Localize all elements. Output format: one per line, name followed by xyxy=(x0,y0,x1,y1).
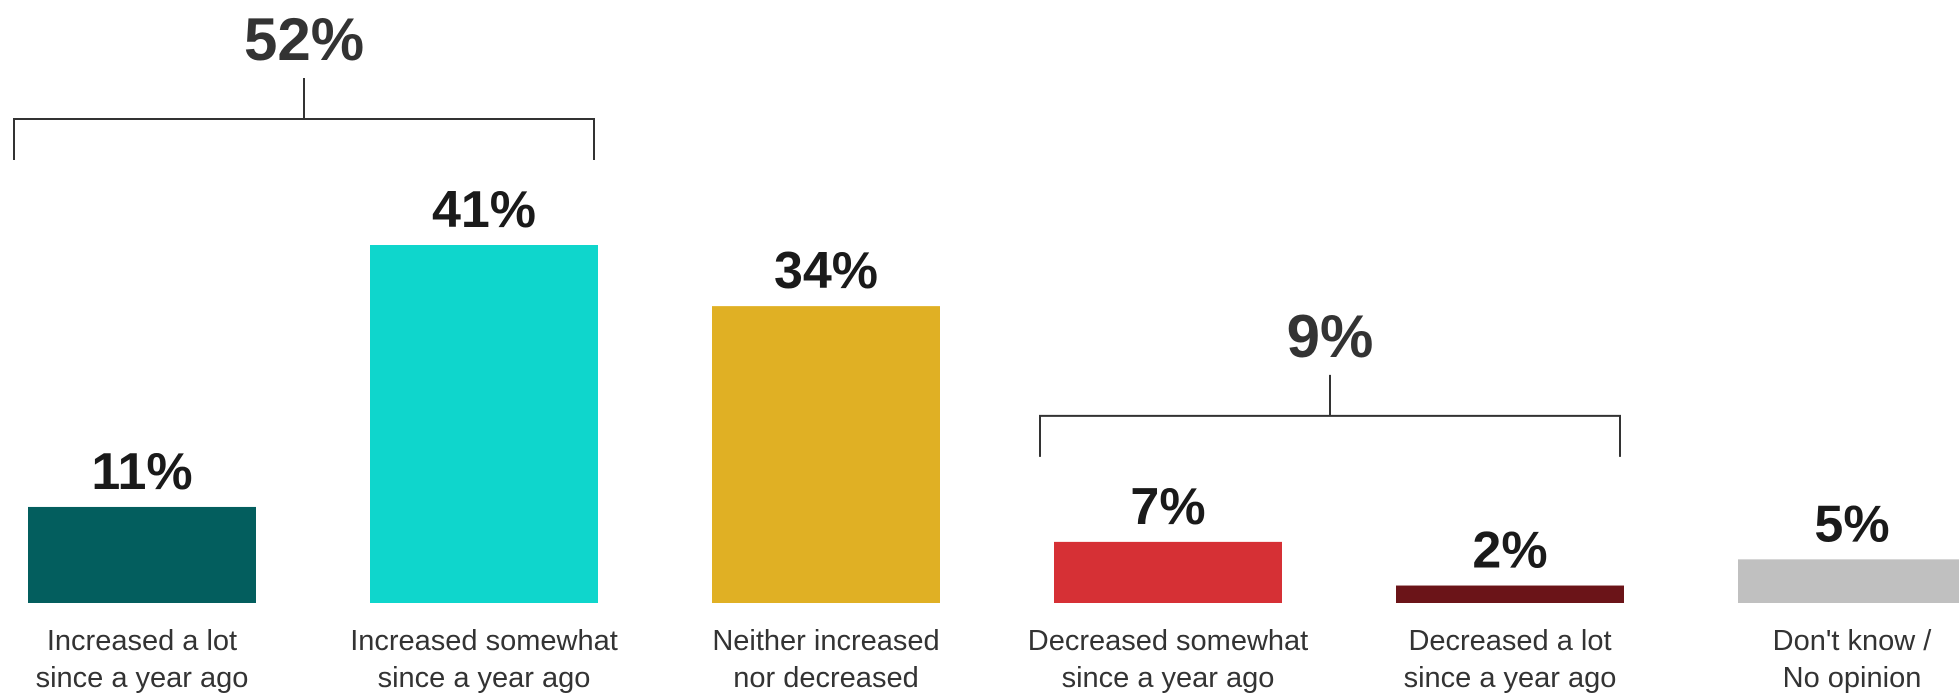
category-label-4: Decreased somewhat since a year ago xyxy=(1028,625,1308,693)
value-label-4: 7% xyxy=(1130,478,1205,536)
bar-2 xyxy=(370,245,598,603)
bars xyxy=(28,245,1959,603)
category-label-5: Decreased a lot since a year ago xyxy=(1404,625,1617,693)
group-bracket-2 xyxy=(1039,374,1621,457)
bar-1 xyxy=(28,506,256,603)
group-total-label-2: 9% xyxy=(1287,303,1374,370)
bar-4 xyxy=(1054,541,1282,603)
group-bracket-1 xyxy=(13,78,595,160)
bar-3 xyxy=(712,306,940,603)
value-label-6: 5% xyxy=(1814,495,1889,553)
value-labels: 11% 41% 34% 7% 2% 5% xyxy=(91,181,1889,580)
category-label-1: Increased a lot since a year ago xyxy=(36,625,249,693)
value-label-2: 41% xyxy=(432,181,536,239)
value-label-3: 34% xyxy=(774,242,878,300)
category-label-2: Increased somewhat since a year ago xyxy=(350,625,618,693)
category-label-6: Don't know / No opinion xyxy=(1773,625,1933,693)
group-total-label-1: 52% xyxy=(244,6,364,73)
value-label-1: 11% xyxy=(91,443,192,501)
group-brackets: 52% 9% xyxy=(13,6,1621,457)
category-labels: Increased a lot since a year ago Increased… xyxy=(36,625,1933,693)
bar-6 xyxy=(1738,559,1959,603)
category-label-3: Neither increased nor decreased xyxy=(712,625,939,693)
value-label-5: 2% xyxy=(1472,522,1547,580)
bar-5 xyxy=(1396,585,1624,603)
